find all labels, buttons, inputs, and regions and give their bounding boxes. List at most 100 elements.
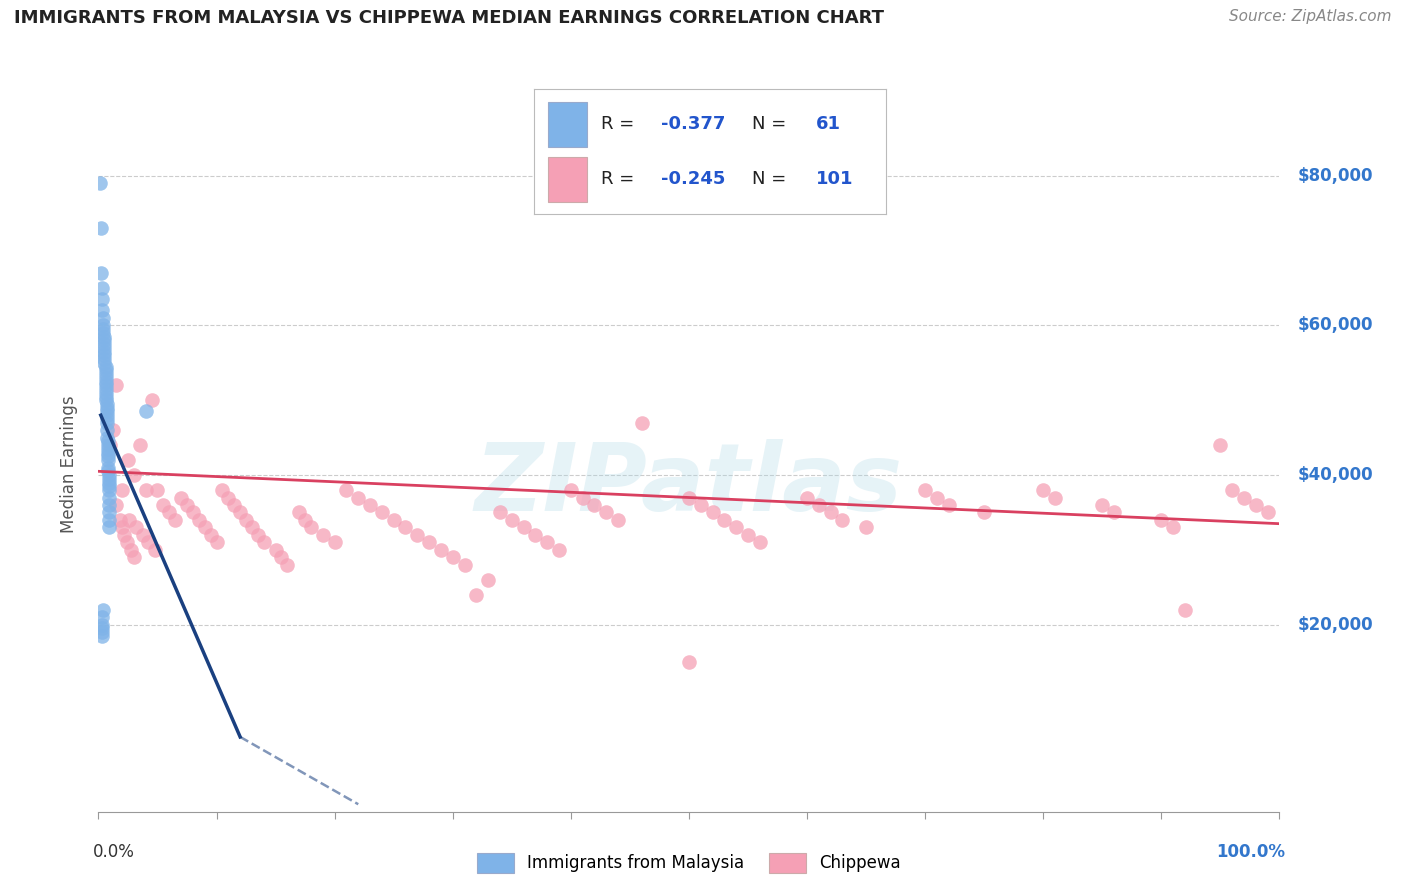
Point — [299, 520, 322, 534]
Point — [97, 464, 120, 478]
Point — [125, 520, 148, 534]
Point — [323, 535, 346, 549]
Point — [1161, 520, 1184, 534]
Point — [211, 483, 233, 497]
Point — [115, 535, 138, 549]
Point — [97, 450, 120, 464]
Point — [97, 453, 120, 467]
Point — [187, 513, 209, 527]
Point — [453, 558, 475, 572]
Point — [925, 491, 948, 505]
Point — [97, 438, 120, 452]
Point — [294, 513, 316, 527]
Point — [135, 483, 157, 497]
Point — [820, 506, 842, 520]
Point — [98, 491, 121, 505]
Text: $20,000: $20,000 — [1298, 615, 1372, 633]
Text: $60,000: $60,000 — [1298, 317, 1372, 334]
Point — [1244, 498, 1267, 512]
Point — [91, 326, 114, 340]
Point — [1233, 491, 1256, 505]
Point — [96, 397, 118, 411]
Point — [382, 513, 405, 527]
Text: 101: 101 — [815, 170, 853, 188]
Point — [118, 513, 141, 527]
Point — [973, 506, 995, 520]
Point — [165, 513, 187, 527]
Point — [97, 434, 120, 449]
Point — [288, 506, 311, 520]
Point — [938, 498, 960, 512]
Point — [1257, 506, 1279, 520]
Point — [157, 506, 180, 520]
Point — [98, 472, 121, 486]
Text: ZIPatlas: ZIPatlas — [475, 439, 903, 531]
Point — [855, 520, 877, 534]
Point — [91, 617, 114, 632]
Point — [98, 513, 121, 527]
Point — [235, 513, 257, 527]
Text: N =: N = — [752, 170, 792, 188]
Point — [678, 491, 700, 505]
Point — [548, 542, 571, 557]
Point — [418, 535, 440, 549]
Point — [146, 483, 169, 497]
Point — [135, 404, 157, 418]
Point — [98, 520, 121, 534]
Point — [524, 528, 547, 542]
Point — [98, 468, 121, 483]
Point — [91, 629, 114, 643]
Point — [91, 303, 114, 318]
Point — [796, 491, 818, 505]
Point — [595, 506, 617, 520]
Point — [406, 528, 429, 542]
Point — [217, 491, 239, 505]
Point — [1174, 603, 1197, 617]
Point — [689, 498, 711, 512]
Point — [111, 520, 134, 534]
Point — [560, 483, 582, 497]
Text: N =: N = — [752, 115, 792, 133]
Point — [194, 520, 217, 534]
Point — [224, 498, 246, 512]
Point — [725, 520, 748, 534]
Point — [914, 483, 936, 497]
Point — [246, 528, 269, 542]
Point — [91, 603, 114, 617]
Point — [96, 412, 118, 426]
Point — [737, 528, 759, 542]
Point — [93, 341, 115, 355]
Point — [571, 491, 593, 505]
Point — [96, 408, 118, 422]
Legend: Immigrants from Malaysia, Chippewa: Immigrants from Malaysia, Chippewa — [471, 847, 907, 880]
Point — [477, 573, 499, 587]
Point — [748, 535, 770, 549]
Point — [94, 385, 117, 400]
Point — [98, 438, 121, 452]
Point — [97, 445, 120, 459]
Text: R =: R = — [602, 170, 640, 188]
Point — [1102, 506, 1125, 520]
Point — [1209, 438, 1232, 452]
Point — [98, 479, 121, 493]
Point — [93, 334, 115, 348]
Point — [1220, 483, 1243, 497]
Point — [94, 382, 117, 396]
Point — [276, 558, 298, 572]
Point — [96, 401, 118, 415]
Point — [89, 176, 111, 190]
Point — [441, 550, 464, 565]
Point — [200, 528, 222, 542]
FancyBboxPatch shape — [548, 157, 588, 202]
Point — [713, 513, 735, 527]
Point — [96, 416, 118, 430]
Point — [90, 266, 112, 280]
Point — [117, 453, 139, 467]
FancyBboxPatch shape — [548, 102, 588, 146]
Point — [205, 535, 228, 549]
Point — [583, 498, 606, 512]
Point — [335, 483, 357, 497]
Point — [240, 520, 263, 534]
Point — [394, 520, 416, 534]
Point — [94, 367, 117, 381]
